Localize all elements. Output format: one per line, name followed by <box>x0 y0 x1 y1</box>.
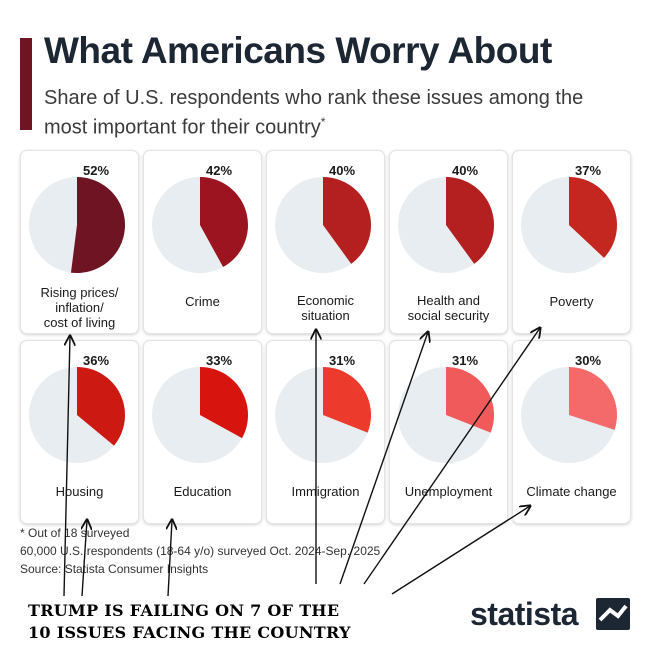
pie-card-rising-prices-inflation-cost-of-living: 52% Rising prices/ inflation/ cost of liv… <box>20 150 139 334</box>
subtitle-text: Share of U.S. respondents who rank these… <box>44 87 584 139</box>
pie-slice-economic-situation <box>323 177 371 264</box>
pie-slice-health-and-social-security <box>446 177 494 264</box>
data-label-economic-situation: 40% <box>329 163 356 178</box>
pie-rising-prices-inflation-cost-of-living <box>29 177 126 273</box>
data-label-climate-change: 30% <box>575 353 602 368</box>
category-label-health-and-social-security: Health and social security <box>407 293 490 323</box>
pie-slice-poverty <box>569 177 618 258</box>
pie-unemployment <box>398 367 495 463</box>
pie-health-and-social-security <box>398 177 494 273</box>
pie-crime <box>152 177 248 273</box>
category-label-climate-change: Climate change <box>526 484 617 499</box>
subtitle-footnote-mark: * <box>320 115 326 129</box>
chart-subtitle: Share of U.S. respondents who rank these… <box>44 86 604 140</box>
pie-card-poverty: 37% Poverty <box>512 150 631 334</box>
data-label-poverty: 37% <box>575 163 602 178</box>
pie-climate-change <box>521 367 617 463</box>
annotation-line-2: 10 ISSUES FACING THE COUNTRY <box>28 623 351 642</box>
sample-note: 60,000 U.S. respondents (18-64 y/o) surv… <box>20 544 381 558</box>
pie-immigration <box>275 367 372 463</box>
category-label-crime: Crime <box>185 294 220 309</box>
pie-economic-situation <box>275 177 371 273</box>
pie-slice-crime <box>200 177 248 268</box>
pie-card-immigration: 31% Immigration <box>266 340 385 524</box>
pie-card-crime: 42% Crime <box>143 150 262 334</box>
title-accent-bar <box>20 38 32 130</box>
pie-education <box>152 367 248 463</box>
data-label-housing: 36% <box>83 353 110 368</box>
data-label-unemployment: 31% <box>452 353 479 368</box>
category-label-housing: Housing <box>55 484 104 499</box>
category-label-immigration: Immigration <box>291 484 360 499</box>
pie-card-housing: 36% Housing <box>20 340 139 524</box>
pie-card-climate-change: 30% Climate change <box>512 340 631 524</box>
category-label-rising-prices-inflation-cost-of-living: Rising prices/ inflation/ cost of living <box>40 285 119 330</box>
category-label-unemployment: Unemployment <box>404 484 493 499</box>
pie-slice-climate-change <box>569 367 617 430</box>
chart-footer: * Out of 18 surveyed 60,000 U.S. respond… <box>20 524 380 578</box>
statista-logo-icon <box>596 598 630 630</box>
pie-card-economic-situation: 40% Economic situation <box>266 150 385 334</box>
footnote: * Out of 18 surveyed <box>20 526 130 540</box>
chart-title: What Americans Worry About <box>44 30 552 71</box>
pie-card-education: 33% Education <box>143 340 262 524</box>
pie-slice-education <box>200 367 248 439</box>
category-label-economic-situation: Economic situation <box>296 293 355 323</box>
data-label-education: 33% <box>206 353 233 368</box>
annotation-line-1: TRUMP IS FAILING ON 7 OF THE <box>28 601 340 620</box>
pie-card-health-and-social-security: 40% Health and social security <box>389 150 508 334</box>
pie-card-unemployment: 31% Unemployment <box>389 340 508 524</box>
pie-poverty <box>521 177 618 273</box>
category-label-poverty: Poverty <box>549 294 594 309</box>
category-label-education: Education <box>173 484 232 499</box>
source-note: Source: Statista Consumer Insights <box>20 562 209 576</box>
pie-housing <box>29 367 125 463</box>
pie-slice-rising-prices-inflation-cost-of-living <box>70 177 126 273</box>
pie-slice-housing <box>77 367 125 446</box>
annotation-caption: TRUMP IS FAILING ON 7 OF THE 10 ISSUES F… <box>28 600 351 644</box>
data-label-rising-prices-inflation-cost-of-living: 52% <box>83 163 110 178</box>
data-label-immigration: 31% <box>329 353 356 368</box>
data-label-health-and-social-security: 40% <box>452 163 479 178</box>
statista-wordmark: statista <box>470 596 579 632</box>
data-label-crime: 42% <box>206 163 233 178</box>
